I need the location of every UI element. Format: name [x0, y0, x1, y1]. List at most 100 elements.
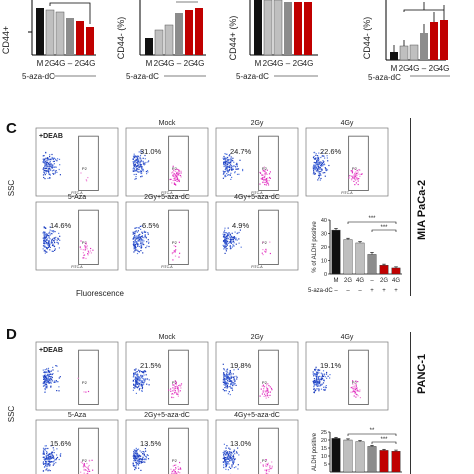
panel-d-plot-2: P2 2Gy 19.8%: [215, 334, 299, 411]
top-panel-2: CD44- (%) M 2G 4G – 2G 4G 5-aza-dC: [116, 0, 206, 81]
panel-c-plot-5-title: 2Gy+5-aza-dC: [144, 194, 190, 201]
panel-c-plot-4-pct: 14.6%: [50, 221, 72, 230]
panel-c-bar-ylabel: % of ALDH positive: [312, 221, 318, 273]
panel-d-plot-2-dots: [222, 363, 273, 399]
panel-c-plot-5-fitc: FITC-A: [161, 265, 173, 269]
panel-c-plot-2-gate: [258, 135, 279, 191]
panel-d-sig-1: ***: [380, 437, 388, 443]
panel-d-plot-0-gate-name: P2: [82, 380, 88, 385]
panel-d-plot-1-pct: 21.5%: [140, 361, 162, 370]
panel-c-plot-6-dots: [222, 227, 271, 256]
panel-c-plot-2-fitc: FITC-A: [251, 191, 263, 195]
panel-d-plot-5: P2 2Gy+5-aza-dC 13.5%: [125, 412, 209, 474]
panel-d-plot-4-gate: [78, 427, 99, 474]
panel-c-plot-6-frame: [215, 201, 299, 271]
panel-c-plot-5-gate-name: P2: [172, 240, 178, 245]
panel-c-plot-4: P2 5-Aza 14.6% FITC-A: [35, 194, 119, 271]
panel-c-bar-2: [355, 242, 365, 275]
panel-d-sig-0: **: [370, 428, 375, 434]
panel-d-plot-0-dots: [42, 365, 90, 393]
panel-c-plot-5-gate: [168, 209, 189, 265]
panel-d-plot-3-dots: [312, 366, 361, 399]
panel-c-sig-bracket-1: [371, 229, 397, 232]
panel-c-treatment-sign-2: –: [358, 288, 362, 294]
panel-c-xtick-1: 2G: [344, 278, 352, 284]
top-panel-3: CD44+ (%) M 2G 4G – 2G 4G 5-aza-dC: [228, 0, 318, 81]
panel-c-plot-2-title: 2Gy: [251, 120, 264, 127]
panel-c-treatment-sign-4: +: [382, 288, 386, 294]
panel-c-sig-0: ***: [368, 216, 376, 222]
panel-c-xtick-0: M: [334, 278, 339, 284]
panel-d-plot-0: P2 +DEAB: [35, 341, 119, 411]
panel-c-treatment-sign-1: –: [346, 288, 350, 294]
panel-c-plot-2-dots: [222, 153, 271, 186]
panel-d-plot-0-title: +DEAB: [39, 347, 63, 354]
panel-c-xtick-4: 2G: [380, 278, 388, 284]
panel-c-ytick-label-1: 10: [321, 259, 327, 265]
panel-c-plot-4-gate-name: P2: [82, 240, 88, 245]
panel-c-plot-2-gate-name: P2: [262, 166, 268, 171]
panel-c-plot-0-title: +DEAB: [39, 133, 63, 140]
panel-c-bar-5: [391, 267, 401, 275]
panel-c-plot-1-fitc: FITC-A: [161, 191, 173, 195]
panel-d-plot-5-gate-name: P2: [172, 458, 178, 463]
panel-d-plot-4: P2 5-Aza 15.6%: [35, 412, 119, 474]
panel-c-xtick-5: 4G: [392, 278, 400, 284]
top-panel-2-tick-2: 4G: [164, 59, 175, 68]
panel-c-plot-3-gate: [348, 135, 369, 191]
top-panel-2-tick-1: 2G: [154, 59, 165, 68]
panel-c-plot-6-title: 4Gy+5-aza-dC: [234, 194, 280, 201]
top-panel-3-treatment: 5-aza-dC: [236, 72, 269, 81]
panel-d-plot-3-frame: [305, 341, 389, 411]
panel-d-plot-4-title: 5-Aza: [68, 412, 86, 419]
panel-c-bar-1: [343, 239, 353, 275]
panel-d-ssc-label: SSC: [7, 406, 16, 423]
panel-c-plot-3-frame: [305, 127, 389, 197]
panel-c-ytick-label-0: 0: [324, 272, 327, 278]
panel-d-plot-5-frame: [125, 419, 209, 474]
panel-c-treatment-label: 5-aza-dC: [308, 288, 333, 294]
panel-d-plot-2-pct: 19.8%: [230, 361, 252, 370]
top-panel-4-tick-1: 2G: [399, 64, 410, 73]
panel-c-plot-5: P2 2Gy+5-aza-dC 6.5% FITC-A: [125, 194, 209, 271]
panel-d-ytick-label-4: 25: [321, 430, 327, 436]
top-panel-1-ylabel: CD44+: [1, 26, 11, 54]
top-panel-3-tick-5: 4G: [303, 59, 314, 68]
top-panel-1-tick-3: –: [68, 59, 73, 68]
panel-d-ytick-label-0: 5: [324, 462, 327, 468]
panel-d-plot-6-pct: 13.0%: [230, 439, 252, 448]
panel-d-bar-2: [355, 441, 365, 473]
panel-d-plot-6: P2 4Gy+5-aza-dC 13.0%: [215, 412, 299, 474]
top-panel-1-tick-5: 4G: [85, 59, 96, 68]
panel-c-flow-plots: P2 +DEAB FITC-A P2 Mock 31.0% FITC-A P2 2Gy 24.7%…: [7, 120, 402, 298]
top-panel-4-tick-5: 4G: [439, 64, 450, 73]
panel-c-sig-bracket-0: [347, 221, 397, 224]
panel-c-plot-0-gate: [78, 135, 99, 191]
top-panel-4: CD44- (%) M 2G 4G – 2G 4G 5-aza-dC: [362, 0, 450, 82]
panel-d-plot-3-pct: 19.1%: [320, 361, 342, 370]
panel-c-plot-1-title: Mock: [159, 120, 176, 127]
panel-d-plot-1-gate-name: P2: [172, 380, 178, 385]
panel-c-plot-6-pct: 4.9%: [232, 221, 249, 230]
panel-d-plot-6-gate-name: P2: [262, 458, 268, 463]
panel-d-plot-6-frame: [215, 419, 299, 474]
top-panel-4-tick-4: 2G: [429, 64, 440, 73]
panel-c-plot-1-gate: [168, 135, 189, 191]
panel-d-bar-3: [367, 446, 377, 473]
panel-d-plot-1-frame: [125, 341, 209, 411]
panel-d-plot-1-title: Mock: [159, 334, 176, 341]
top-panel-3-tick-3: –: [286, 59, 291, 68]
panel-d-divider: [410, 332, 411, 474]
panel-c-bar-4: [379, 265, 389, 275]
panel-c-plot-3-pct: 22.6%: [320, 147, 342, 156]
panel-d-sig-bracket-0: [347, 433, 397, 436]
top-row-charts: CD44+ M 2G 4G – 2G 4G 5-aza-dC CD44- (%)…: [1, 0, 450, 82]
panel-d-plot-3: P2 4Gy 19.1%: [305, 334, 389, 411]
panel-c-plot-5-pct: 6.5%: [142, 221, 159, 230]
top-panel-1-tick-4: 2G: [75, 59, 86, 68]
panel-d-ytick-label-1: 10: [321, 454, 327, 460]
panel-c-ytick-label-2: 20: [321, 245, 327, 251]
top-panel-2-tick-0: M: [146, 59, 153, 68]
panel-c-plot-6-gate: [258, 209, 279, 265]
